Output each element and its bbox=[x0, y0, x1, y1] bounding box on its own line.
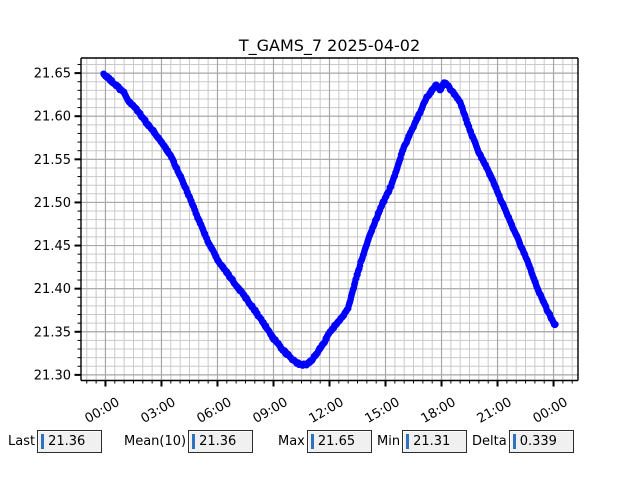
stat-delta-value: 0.339 bbox=[519, 434, 557, 449]
svg-text:00:00: 00:00 bbox=[531, 395, 571, 427]
stat-min: Min 21.31 bbox=[377, 430, 468, 453]
svg-text:21.40: 21.40 bbox=[34, 282, 71, 297]
svg-text:21.65: 21.65 bbox=[34, 67, 71, 82]
svg-text:21.45: 21.45 bbox=[34, 239, 71, 254]
stat-delta-entry[interactable]: 0.339 bbox=[508, 430, 574, 453]
stat-min-entry[interactable]: 21.31 bbox=[402, 430, 468, 453]
stat-max-label: Max bbox=[278, 434, 305, 449]
svg-text:00:00: 00:00 bbox=[83, 395, 123, 427]
stat-min-value: 21.31 bbox=[413, 434, 451, 449]
svg-text:03:00: 03:00 bbox=[139, 395, 179, 427]
chart-title: T_GAMS_7 2025-04-02 bbox=[238, 36, 420, 56]
stat-last-value: 21.36 bbox=[48, 434, 86, 449]
svg-text:18:00: 18:00 bbox=[419, 395, 459, 427]
stat-max-value: 21.65 bbox=[317, 434, 356, 449]
stat-last: Last 21.36 bbox=[8, 430, 103, 453]
stat-max-entry[interactable]: 21.65 bbox=[306, 430, 372, 453]
stat-mean-entry[interactable]: 21.36 bbox=[188, 430, 254, 453]
svg-text:21.55: 21.55 bbox=[34, 153, 71, 168]
y-axis-labels: 21.30 21.35 21.40 21.45 21.50 21.55 21.60 21.65 bbox=[34, 67, 71, 384]
stat-min-label: Min bbox=[377, 434, 401, 449]
svg-text:21.60: 21.60 bbox=[34, 110, 71, 125]
stat-last-entry[interactable]: 21.36 bbox=[37, 430, 103, 453]
stat-delta-label: Delta bbox=[472, 434, 507, 449]
stat-last-label: Last bbox=[8, 434, 36, 449]
data-series-T_GAMS_7 bbox=[100, 70, 559, 369]
svg-text:09:00: 09:00 bbox=[251, 395, 291, 427]
x-axis-labels: 00:00 03:00 06:00 09:00 12:00 15:00 18:00 21:00… bbox=[83, 395, 571, 427]
svg-text:21:00: 21:00 bbox=[475, 395, 515, 427]
text-cursor-icon bbox=[192, 434, 196, 449]
svg-text:15:00: 15:00 bbox=[363, 395, 403, 427]
text-cursor-icon bbox=[41, 434, 45, 449]
stat-delta: Delta 0.339 bbox=[472, 430, 574, 453]
stat-mean-label: Mean(10) bbox=[124, 434, 187, 449]
svg-text:06:00: 06:00 bbox=[195, 395, 235, 427]
svg-text:12:00: 12:00 bbox=[307, 395, 347, 427]
text-cursor-icon bbox=[512, 434, 516, 449]
stat-max: Max 21.65 bbox=[278, 430, 372, 453]
text-cursor-icon bbox=[310, 434, 314, 449]
svg-text:21.35: 21.35 bbox=[34, 325, 71, 340]
svg-text:21.30: 21.30 bbox=[34, 368, 71, 383]
stat-mean-value: 21.36 bbox=[199, 434, 237, 449]
text-cursor-icon bbox=[406, 434, 410, 449]
stat-mean: Mean(10) 21.36 bbox=[124, 430, 254, 453]
svg-text:21.50: 21.50 bbox=[34, 196, 71, 211]
axis-ticks bbox=[74, 63, 573, 387]
